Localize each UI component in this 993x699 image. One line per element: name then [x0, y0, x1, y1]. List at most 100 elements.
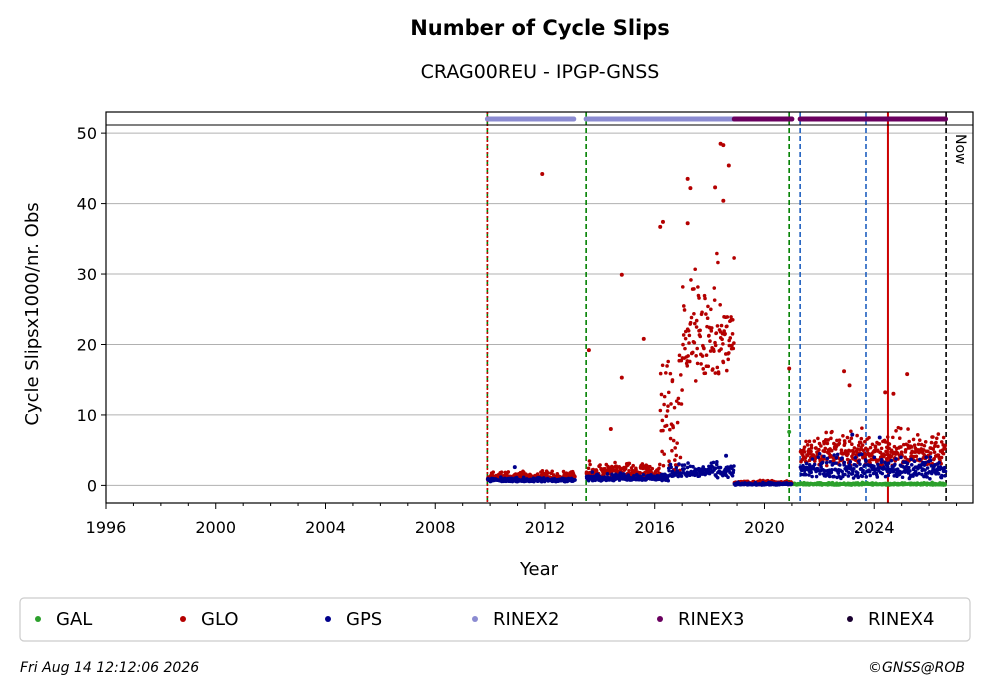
data-point: [865, 448, 870, 452]
data-point: [810, 474, 814, 479]
data-point: [700, 310, 704, 315]
data-point: [850, 471, 855, 476]
data-point: [906, 427, 910, 431]
data-point: [699, 362, 703, 366]
data-point: [685, 474, 689, 478]
data-point: [512, 465, 517, 470]
data-point: [856, 443, 861, 448]
data-point: [681, 333, 686, 337]
data-point: [721, 360, 726, 365]
data-point: [685, 364, 690, 368]
data-point: [627, 461, 632, 466]
data-point: [899, 445, 903, 449]
data-point: [887, 446, 891, 451]
data-point: [634, 467, 638, 472]
data-point: [859, 452, 864, 456]
data-point: [789, 482, 794, 486]
data-point: [887, 442, 892, 446]
data-point: [586, 348, 591, 353]
data-point: [830, 448, 834, 453]
data-point: [586, 466, 591, 471]
data-points: [485, 141, 948, 487]
data-point: [856, 475, 861, 480]
data-point: [662, 452, 667, 456]
data-point: [857, 459, 861, 463]
data-point: [859, 446, 863, 450]
data-point: [847, 383, 852, 388]
data-point: [712, 349, 716, 353]
data-point: [845, 435, 850, 440]
data-point: [715, 475, 720, 480]
data-point: [884, 456, 889, 461]
data-point: [668, 371, 673, 376]
data-point: [711, 460, 716, 465]
data-point: [812, 462, 817, 467]
data-point: [942, 465, 947, 470]
data-point: [732, 256, 736, 260]
data-point: [853, 455, 858, 460]
data-point: [687, 341, 691, 345]
data-point: [664, 423, 669, 428]
data-point: [701, 367, 706, 371]
data-point: [816, 455, 821, 460]
data-point: [694, 325, 699, 329]
data-point: [499, 470, 504, 474]
data-point: [573, 478, 577, 482]
legend-marker-glo: [180, 616, 186, 622]
data-point: [907, 439, 911, 444]
data-point: [894, 457, 898, 461]
data-point: [704, 312, 708, 316]
data-point: [728, 336, 733, 340]
data-point: [915, 433, 920, 437]
data-point: [590, 470, 595, 474]
data-point: [943, 443, 948, 448]
data-point: [939, 455, 944, 460]
data-point: [889, 454, 894, 459]
plot-frame: [105, 111, 974, 504]
data-point: [697, 296, 701, 300]
data-point: [923, 440, 928, 444]
data-point: [931, 435, 935, 439]
data-point: [694, 353, 698, 358]
data-point: [732, 341, 736, 345]
data-point: [703, 371, 708, 376]
data-point: [812, 439, 817, 443]
data-point: [883, 474, 888, 479]
data-point: [713, 466, 718, 470]
y-tick-label: 20: [77, 335, 97, 354]
data-point: [850, 442, 854, 446]
data-point: [730, 317, 735, 322]
data-point: [719, 347, 723, 351]
data-point: [846, 474, 851, 478]
data-point: [694, 318, 699, 323]
data-point: [698, 334, 703, 339]
y-tick-label: 0: [87, 476, 97, 495]
data-point: [877, 435, 882, 440]
data-point: [907, 465, 911, 470]
data-point: [897, 436, 902, 441]
y-tick-label: 30: [77, 265, 97, 284]
data-point: [702, 346, 706, 351]
data-point: [666, 390, 671, 395]
data-point: [719, 323, 724, 328]
data-point: [868, 445, 873, 450]
data-point: [715, 251, 719, 256]
data-point: [675, 420, 680, 425]
data-point: [867, 435, 871, 440]
data-point: [883, 440, 888, 444]
data-point: [847, 470, 851, 475]
data-point: [880, 471, 885, 476]
legend-label-gps: GPS: [346, 609, 382, 630]
data-point: [671, 438, 676, 443]
x-tick-label: 2020: [744, 518, 785, 537]
data-point: [886, 473, 891, 478]
data-point: [726, 357, 731, 362]
data-point: [899, 455, 903, 460]
y-axis-label: Cycle Slipsx1000/nr. Obs: [22, 202, 43, 425]
data-point: [689, 278, 693, 282]
data-point: [668, 436, 673, 441]
data-point: [688, 320, 693, 325]
data-point: [817, 451, 822, 456]
data-point: [685, 221, 690, 226]
data-point: [718, 303, 722, 307]
